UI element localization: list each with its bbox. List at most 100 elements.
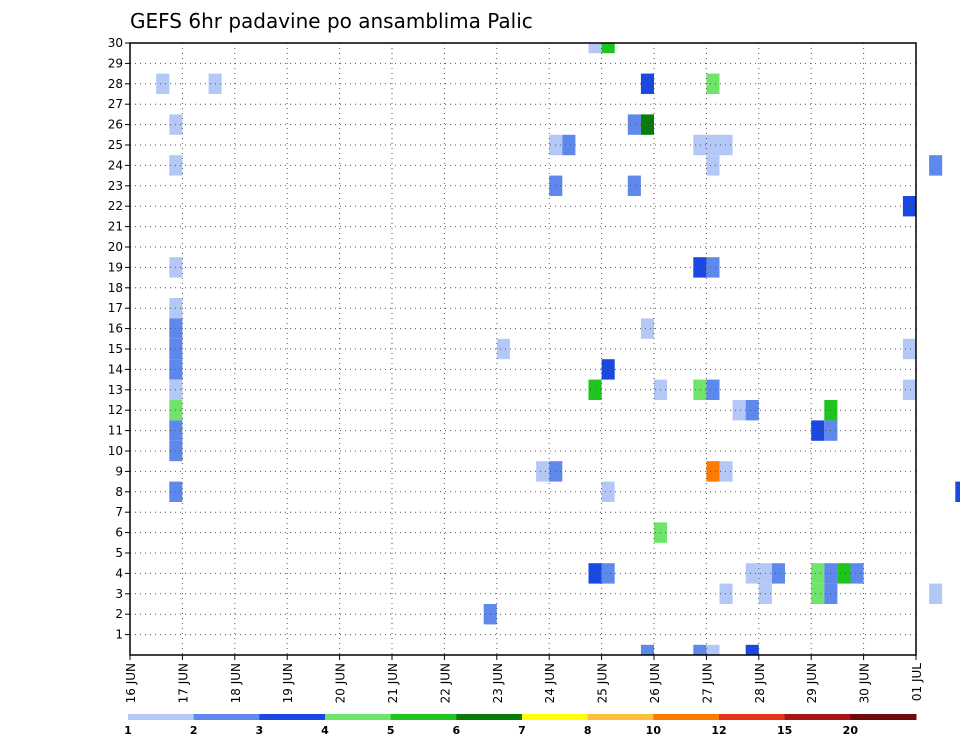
legend-label: 7 [518, 724, 526, 737]
legend-label: 5 [387, 724, 395, 737]
legend-label: 1 [124, 724, 132, 737]
heatmap-cell [693, 644, 707, 655]
heatmap-cell [588, 43, 602, 54]
y-tick-label: 27 [108, 97, 123, 111]
x-tick-label: 01 JUL [910, 663, 924, 701]
x-tick-label: 30 JUN [858, 663, 872, 703]
x-tick-label: 17 JUN [176, 663, 190, 703]
y-tick-label: 8 [115, 485, 123, 499]
heatmap-cell [929, 583, 943, 604]
y-tick-label: 17 [108, 301, 123, 315]
heatmap-cell [706, 257, 720, 278]
y-tick-label: 30 [108, 36, 123, 50]
legend-swatch [456, 714, 523, 720]
heatmap-cell [496, 338, 510, 360]
legend-label: 2 [190, 724, 198, 737]
x-tick-label: 21 JUN [386, 663, 400, 703]
heatmap-cell [719, 583, 733, 604]
y-tick-label: 12 [108, 403, 123, 417]
y-tick-label: 22 [108, 199, 123, 213]
legend-swatch [522, 714, 589, 720]
legend-label: 6 [453, 724, 461, 737]
y-tick-label: 23 [108, 179, 123, 193]
legend-label: 15 [777, 724, 792, 737]
y-tick-label: 21 [108, 220, 123, 234]
y-tick-label: 25 [108, 138, 123, 152]
heatmap-cell [536, 461, 550, 482]
y-tick-label: 13 [108, 383, 123, 397]
legend-label: 20 [843, 724, 859, 737]
y-tick-label: 3 [115, 587, 123, 601]
heatmap-cell [640, 114, 654, 135]
heatmap-cell [693, 134, 707, 156]
x-tick-label: 26 JUN [648, 663, 662, 703]
x-axis: 16 JUN 17 JUN 18 JUN 19 JUN 20 JUN 21 JUN 22 J… [124, 655, 924, 703]
legend-label: 4 [321, 724, 329, 737]
y-tick-label: 10 [108, 444, 123, 458]
heatmap-cell [811, 563, 825, 584]
heatmap-cell [719, 134, 733, 156]
x-tick-label: 24 JUN [543, 663, 557, 703]
heatmap-cell [955, 481, 960, 502]
legend-label: 8 [584, 724, 592, 737]
heatmap-cell [601, 481, 615, 502]
heatmap-cells [156, 43, 960, 655]
y-tick-label: 9 [115, 464, 123, 478]
heatmap-cell [640, 73, 654, 94]
heatmap-cell [627, 175, 641, 196]
heatmap-cell [902, 379, 916, 400]
heatmap-cell [706, 155, 720, 176]
x-tick-label: 23 JUN [491, 663, 505, 703]
heatmap-cell [706, 73, 720, 94]
y-tick-label: 16 [108, 322, 123, 336]
y-tick-label: 26 [108, 118, 123, 132]
heatmap-cell [811, 583, 825, 604]
heatmap-cell [929, 155, 943, 176]
heatmap-cell [850, 563, 864, 584]
x-tick-label: 19 JUN [281, 663, 295, 703]
heatmap-cell [601, 563, 615, 584]
heatmap-cell [719, 461, 733, 482]
heatmap-cell [601, 359, 615, 380]
x-tick-label: 28 JUN [753, 663, 767, 703]
heatmap-cell [837, 563, 851, 584]
legend-swatch [325, 714, 392, 720]
heatmap-cell [562, 134, 576, 156]
heatmap-cell [732, 400, 746, 421]
y-tick-label: 1 [115, 628, 123, 642]
heatmap-cell [706, 379, 720, 400]
legend-swatch [719, 714, 786, 720]
heatmap-cell [640, 644, 654, 655]
legend-label: 12 [711, 724, 726, 737]
y-tick-label: 29 [108, 56, 123, 70]
heatmap-cell [771, 563, 785, 584]
y-tick-label: 4 [115, 566, 123, 580]
y-tick-label: 14 [108, 362, 123, 376]
y-tick-label: 24 [108, 158, 123, 172]
y-tick-label: 2 [115, 607, 123, 621]
x-tick-label: 18 JUN [229, 663, 243, 703]
heatmap-cell [156, 73, 170, 94]
legend-swatch [259, 714, 326, 720]
y-tick-label: 19 [108, 260, 123, 274]
heatmap-cell [902, 196, 916, 217]
heatmap-cell [706, 644, 720, 655]
x-tick-label: 27 JUN [700, 663, 714, 703]
y-axis: 1234567891011121314151617181920212223242… [108, 36, 130, 642]
heatmap-cell [693, 379, 707, 400]
y-tick-label: 11 [108, 424, 123, 438]
legend-swatch [128, 714, 195, 720]
legend-swatch [390, 714, 457, 720]
y-tick-label: 18 [108, 281, 123, 295]
x-tick-label: 16 JUN [124, 663, 138, 703]
x-tick-label: 22 JUN [438, 663, 452, 703]
y-tick-label: 6 [115, 526, 123, 540]
heatmap-cell [745, 563, 759, 584]
x-tick-label: 20 JUN [334, 663, 348, 703]
heatmap-cell [745, 400, 759, 421]
y-tick-label: 5 [115, 546, 123, 560]
heatmap-cell [693, 257, 707, 278]
heatmap-cell [627, 114, 641, 135]
heatmap-cell [640, 318, 654, 339]
x-tick-label: 29 JUN [805, 663, 819, 703]
